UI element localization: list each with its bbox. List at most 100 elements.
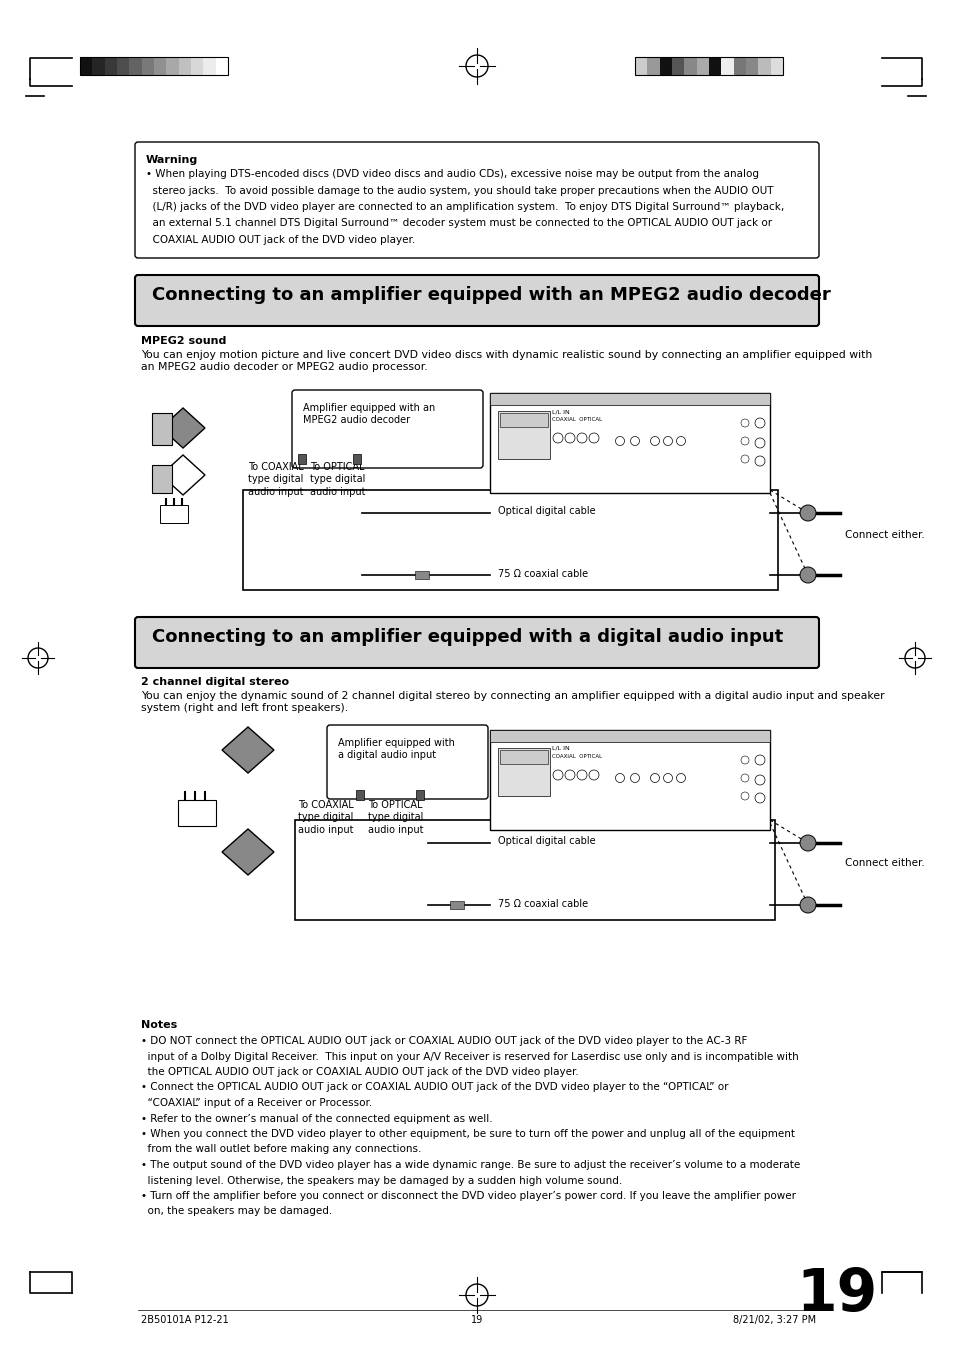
Text: Optical digital cable: Optical digital cable <box>497 836 595 846</box>
Text: To OPTICAL
type digital
audio input: To OPTICAL type digital audio input <box>368 800 423 835</box>
Circle shape <box>564 434 575 443</box>
Circle shape <box>740 757 748 765</box>
Bar <box>499 413 547 427</box>
Text: L/L IN: L/L IN <box>552 409 569 413</box>
Text: You can enjoy the dynamic sound of 2 channel digital stereo by connecting an amp: You can enjoy the dynamic sound of 2 cha… <box>141 690 883 713</box>
Bar <box>659 57 671 76</box>
Text: 8/21/02, 3:27 PM: 8/21/02, 3:27 PM <box>732 1315 815 1325</box>
Bar <box>152 413 172 444</box>
Circle shape <box>800 567 815 584</box>
Bar <box>152 465 172 493</box>
Text: 19: 19 <box>796 1266 877 1324</box>
Circle shape <box>553 770 562 780</box>
Circle shape <box>740 455 748 463</box>
Circle shape <box>740 774 748 782</box>
Bar <box>696 57 708 76</box>
Bar <box>203 57 215 76</box>
Bar <box>770 57 782 76</box>
Bar <box>490 730 769 830</box>
Bar <box>130 57 141 76</box>
Text: • Turn off the amplifier before you connect or disconnect the DVD video player’s: • Turn off the amplifier before you conn… <box>141 1192 795 1201</box>
Bar <box>355 790 364 800</box>
Text: Notes: Notes <box>141 1020 177 1029</box>
Text: 75 Ω coaxial cable: 75 Ω coaxial cable <box>497 898 587 909</box>
Bar <box>683 57 696 76</box>
Text: • When you connect the DVD video player to other equipment, be sure to turn off : • When you connect the DVD video player … <box>141 1129 794 1139</box>
Text: 2 channel digital stereo: 2 channel digital stereo <box>141 677 289 688</box>
Circle shape <box>754 793 764 802</box>
Bar <box>178 800 215 825</box>
Circle shape <box>800 835 815 851</box>
FancyBboxPatch shape <box>135 617 818 667</box>
Circle shape <box>676 436 685 446</box>
Circle shape <box>650 436 659 446</box>
Text: (L/R) jacks of the DVD video player are connected to an amplification system.  T: (L/R) jacks of the DVD video player are … <box>146 203 783 212</box>
Bar <box>490 393 769 493</box>
Text: • Refer to the owner’s manual of the connected equipment as well.: • Refer to the owner’s manual of the con… <box>141 1113 492 1124</box>
Bar <box>720 57 733 76</box>
Circle shape <box>577 434 586 443</box>
Text: L/L IN: L/L IN <box>552 746 569 751</box>
Circle shape <box>754 417 764 428</box>
Text: stereo jacks.  To avoid possible damage to the audio system, you should take pro: stereo jacks. To avoid possible damage t… <box>146 185 773 196</box>
Text: an external 5.1 channel DTS Digital Surround™ decoder system must be connected t: an external 5.1 channel DTS Digital Surr… <box>146 219 771 228</box>
Circle shape <box>754 457 764 466</box>
Polygon shape <box>161 455 205 494</box>
Text: on, the speakers may be damaged.: on, the speakers may be damaged. <box>141 1206 332 1216</box>
Circle shape <box>800 505 815 521</box>
Bar <box>733 57 745 76</box>
Bar <box>80 57 92 76</box>
Bar <box>708 57 720 76</box>
Text: To COAXIAL
type digital
audio input: To COAXIAL type digital audio input <box>248 462 303 497</box>
Text: 2B50101A P12-21: 2B50101A P12-21 <box>141 1315 229 1325</box>
Bar <box>117 57 130 76</box>
Bar <box>415 571 429 580</box>
Bar <box>635 57 782 76</box>
Text: Optical digital cable: Optical digital cable <box>497 507 595 516</box>
Bar <box>497 748 550 796</box>
Text: You can enjoy motion picture and live concert DVD video discs with dynamic reali: You can enjoy motion picture and live co… <box>141 350 871 373</box>
FancyBboxPatch shape <box>292 390 482 467</box>
Bar <box>497 411 550 459</box>
Bar <box>294 820 774 920</box>
Text: COAXIAL  OPTICAL: COAXIAL OPTICAL <box>552 754 601 759</box>
Bar <box>215 57 228 76</box>
Text: • Connect the OPTICAL AUDIO OUT jack or COAXIAL AUDIO OUT jack of the DVD video : • Connect the OPTICAL AUDIO OUT jack or … <box>141 1082 728 1093</box>
Text: COAXIAL AUDIO OUT jack of the DVD video player.: COAXIAL AUDIO OUT jack of the DVD video … <box>146 235 415 245</box>
Bar <box>499 750 547 765</box>
Circle shape <box>650 774 659 782</box>
Text: from the wall outlet before making any connections.: from the wall outlet before making any c… <box>141 1144 421 1155</box>
Bar <box>490 730 769 742</box>
Bar <box>671 57 683 76</box>
Circle shape <box>662 436 672 446</box>
Circle shape <box>740 436 748 444</box>
Bar <box>191 57 203 76</box>
Text: To COAXIAL
type digital
audio input: To COAXIAL type digital audio input <box>297 800 354 835</box>
FancyBboxPatch shape <box>135 142 818 258</box>
Bar <box>635 57 647 76</box>
FancyBboxPatch shape <box>135 276 818 326</box>
Text: input of a Dolby Digital Receiver.  This input on your A/V Receiver is reserved : input of a Dolby Digital Receiver. This … <box>141 1051 798 1062</box>
FancyBboxPatch shape <box>327 725 488 798</box>
Bar <box>416 790 423 800</box>
Bar <box>80 57 228 76</box>
Bar <box>243 490 778 590</box>
Circle shape <box>740 419 748 427</box>
Text: To OPTICAL
type digital
audio input: To OPTICAL type digital audio input <box>310 462 365 497</box>
Text: 75 Ω coaxial cable: 75 Ω coaxial cable <box>497 569 587 580</box>
Polygon shape <box>161 408 205 449</box>
Circle shape <box>553 434 562 443</box>
Circle shape <box>754 755 764 765</box>
Circle shape <box>615 436 624 446</box>
Text: Amplifier equipped with
a digital audio input: Amplifier equipped with a digital audio … <box>337 738 455 761</box>
Circle shape <box>754 438 764 449</box>
Circle shape <box>588 770 598 780</box>
Bar <box>297 454 306 463</box>
Circle shape <box>630 774 639 782</box>
Text: • When playing DTS-encoded discs (DVD video discs and audio CDs), excessive nois: • When playing DTS-encoded discs (DVD vi… <box>146 169 759 178</box>
Bar <box>105 57 117 76</box>
Circle shape <box>564 770 575 780</box>
Text: Connecting to an amplifier equipped with an MPEG2 audio decoder: Connecting to an amplifier equipped with… <box>152 286 830 304</box>
Text: Warning: Warning <box>146 155 198 165</box>
Circle shape <box>662 774 672 782</box>
